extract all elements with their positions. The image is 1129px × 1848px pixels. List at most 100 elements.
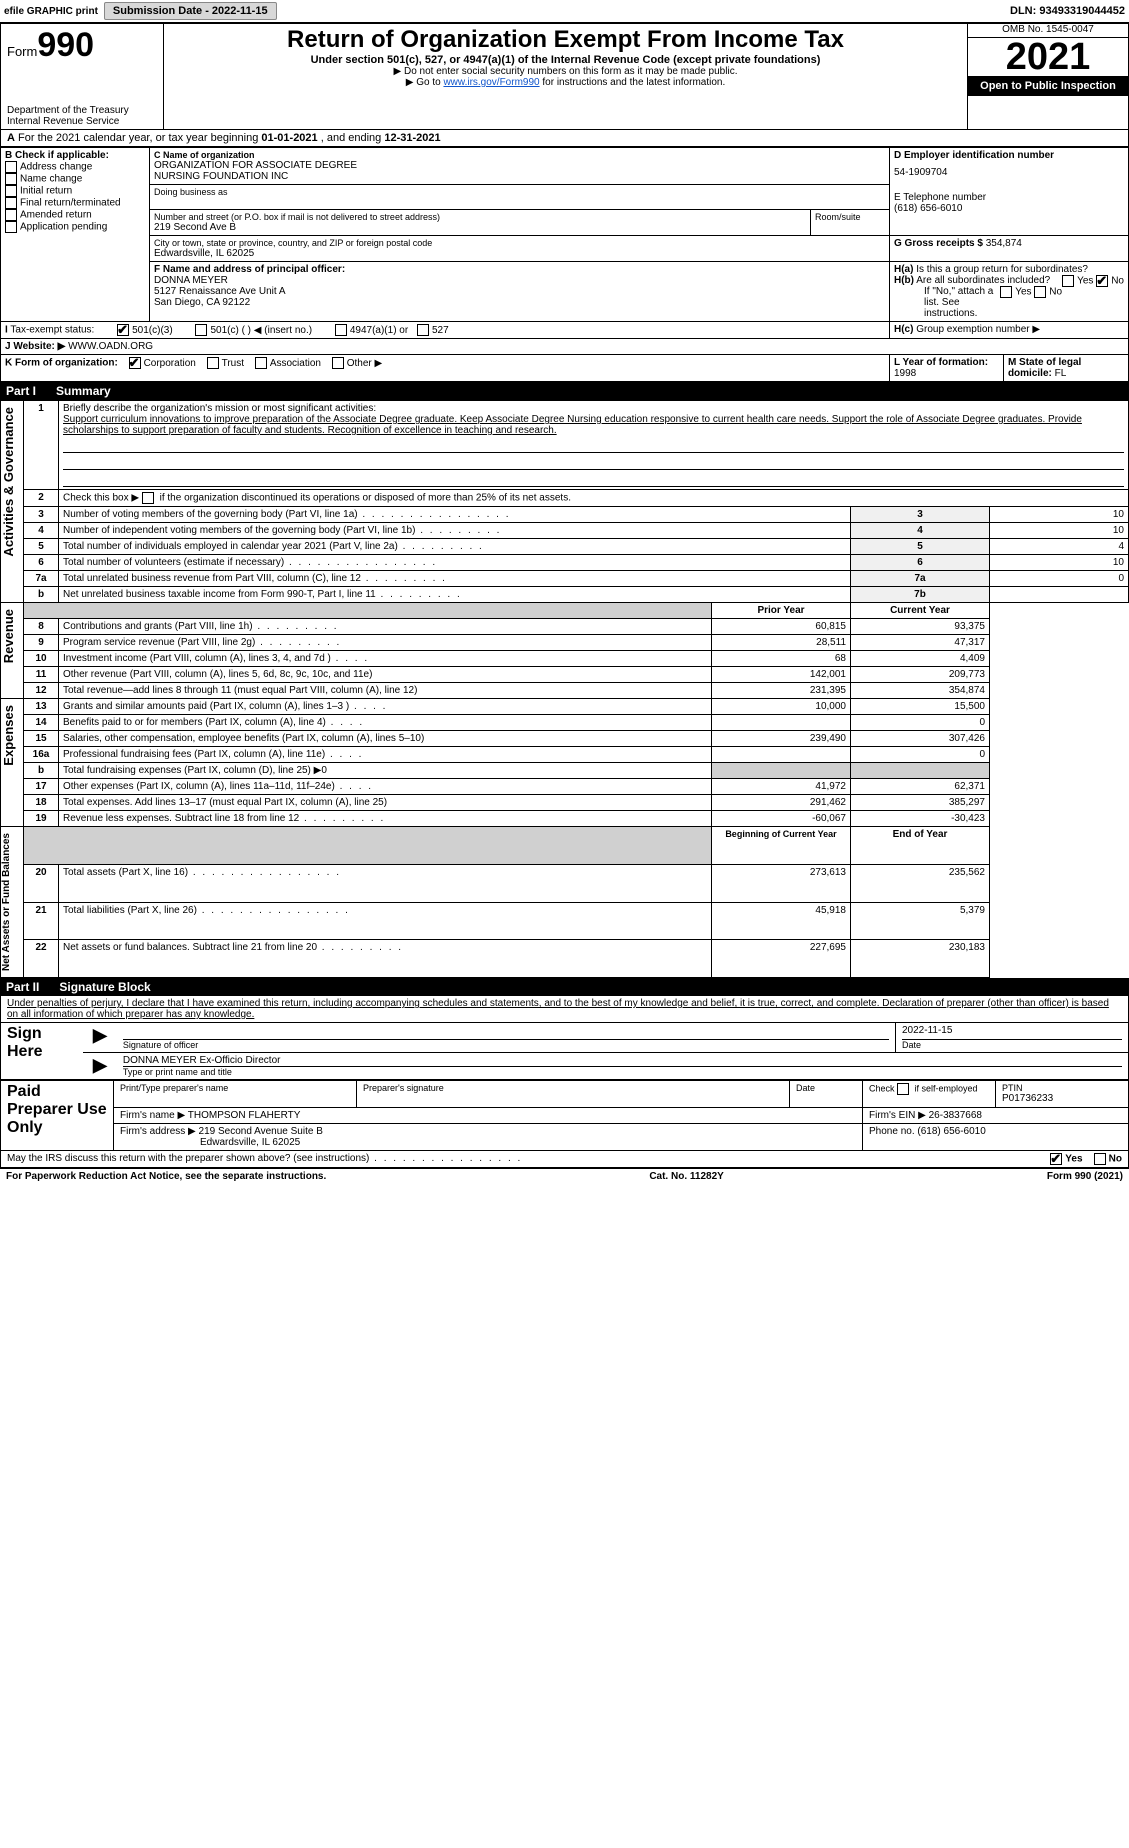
line4-value: 10	[990, 523, 1129, 539]
officer-name: DONNA MEYER	[154, 275, 885, 286]
line6-text: Total number of volunteers (estimate if …	[63, 557, 437, 568]
chk-address-change[interactable]: Address change	[5, 161, 145, 173]
line7b-text: Net unrelated business taxable income fr…	[63, 589, 462, 600]
ptin-label: PTIN	[1002, 1083, 1122, 1093]
e18p: 291,462	[712, 795, 851, 811]
net-assets-label: Net Assets or Fund Balances	[1, 827, 12, 977]
line12-text: Total revenue—add lines 8 through 11 (mu…	[63, 685, 417, 696]
firm-addr-label: Firm's address ▶	[120, 1126, 196, 1137]
r11p: 142,001	[712, 667, 851, 683]
n20b: 273,613	[712, 864, 851, 902]
section-e-label: E Telephone number	[894, 192, 1124, 203]
footer-mid: Cat. No. 11282Y	[649, 1171, 723, 1182]
e15c: 307,426	[851, 731, 990, 747]
section-f-label: F Name and address of principal officer:	[154, 264, 885, 275]
prep-name-label: Print/Type preparer's name	[120, 1083, 350, 1093]
e18c: 385,297	[851, 795, 990, 811]
officer-addr1: 5127 Renaissance Ave Unit A	[154, 286, 885, 297]
form-number: Form990	[7, 26, 157, 65]
firm-ein-label: Firm's EIN ▶	[869, 1110, 926, 1121]
r8c: 93,375	[851, 619, 990, 635]
chk-final-return[interactable]: Final return/terminated	[5, 197, 145, 209]
e13c: 15,500	[851, 699, 990, 715]
chk-501c3[interactable]: 501(c)(3)	[117, 325, 173, 336]
signature-arrow-icon: ▶	[89, 1025, 111, 1046]
perjury-declaration: Under penalties of perjury, I declare th…	[0, 996, 1129, 1022]
e15p: 239,490	[712, 731, 851, 747]
line8-text: Contributions and grants (Part VIII, lin…	[63, 621, 339, 632]
street-label: Number and street (or P.O. box if mail i…	[154, 212, 806, 222]
r8p: 60,815	[712, 619, 851, 635]
line20-text: Total assets (Part X, line 16)	[63, 867, 341, 878]
room-suite-label: Room/suite	[815, 212, 885, 222]
e14c: 0	[851, 715, 990, 731]
section-d-label: D Employer identification number	[894, 150, 1124, 161]
street-value: 219 Second Ave B	[154, 222, 806, 233]
h-c-label: Group exemption number ▶	[916, 324, 1040, 335]
firm-addr1: 219 Second Avenue Suite B	[199, 1126, 323, 1137]
e17c: 62,371	[851, 779, 990, 795]
chk-discontinued[interactable]	[142, 492, 154, 504]
chk-trust[interactable]: Trust	[207, 358, 244, 369]
line11-text: Other revenue (Part VIII, column (A), li…	[63, 669, 372, 680]
chk-amended-return[interactable]: Amended return	[5, 209, 145, 221]
sig-date-label: Date	[902, 1040, 1122, 1050]
year-formation: 1998	[894, 368, 916, 379]
dept-label: Department of the Treasury	[7, 105, 157, 116]
org-name-2: NURSING FOUNDATION INC	[154, 171, 885, 182]
chk-discuss-no[interactable]	[1094, 1153, 1106, 1165]
chk-4947a1[interactable]: 4947(a)(1) or	[335, 325, 408, 336]
website-value: WWW.OADN.ORG	[68, 341, 153, 352]
line3-text: Number of voting members of the governin…	[63, 509, 511, 520]
line7b-value	[990, 587, 1129, 603]
signature-arrow-icon-2: ▶	[89, 1055, 111, 1076]
chk-self-employed[interactable]	[897, 1083, 909, 1095]
firm-phone: (618) 656-6010	[917, 1126, 985, 1137]
n22b: 227,695	[712, 940, 851, 978]
paid-preparer-block: Paid Preparer Use Only Print/Type prepar…	[0, 1080, 1129, 1168]
prep-sig-label: Preparer's signature	[363, 1083, 783, 1093]
firm-name: THOMPSON FLAHERTY	[188, 1110, 301, 1121]
r12c: 354,874	[851, 683, 990, 699]
chk-name-change[interactable]: Name change	[5, 173, 145, 185]
irs-form990-link[interactable]: www.irs.gov/Form990	[443, 77, 539, 88]
chk-association[interactable]: Association	[255, 358, 321, 369]
n20e: 235,562	[851, 864, 990, 902]
line7a-value: 0	[990, 571, 1129, 587]
chk-corporation[interactable]: Corporation	[129, 358, 196, 369]
n22e: 230,183	[851, 940, 990, 978]
form-subtitle: Under section 501(c), 527, or 4947(a)(1)…	[170, 54, 961, 66]
firm-addr2: Edwardsville, IL 62025	[200, 1137, 300, 1148]
signature-block: Sign Here ▶ Signature of officer 2022-11…	[0, 1022, 1129, 1080]
prior-year-hdr: Prior Year	[712, 603, 851, 619]
efile-label: efile GRAPHIC print	[4, 6, 98, 17]
current-year-hdr: Current Year	[851, 603, 990, 619]
chk-initial-return[interactable]: Initial return	[5, 185, 145, 197]
chk-501c[interactable]: 501(c) ( ) ◀ (insert no.)	[195, 325, 312, 336]
r11c: 209,773	[851, 667, 990, 683]
dln-label: DLN: 93493319044452	[1010, 5, 1125, 17]
chk-application-pending[interactable]: Application pending	[5, 221, 145, 233]
r9c: 47,317	[851, 635, 990, 651]
gross-receipts-value: 354,874	[986, 238, 1022, 249]
line16b-text: Total fundraising expenses (Part IX, col…	[63, 765, 327, 776]
firm-phone-label: Phone no.	[869, 1126, 915, 1137]
sig-officer-label: Signature of officer	[123, 1040, 889, 1050]
r10p: 68	[712, 651, 851, 667]
section-a: A For the 2021 calendar year, or tax yea…	[0, 130, 1129, 147]
form-header: Form990 Department of the Treasury Inter…	[0, 23, 1129, 130]
e13p: 10,000	[712, 699, 851, 715]
type-name-label: Type or print name and title	[123, 1067, 1122, 1077]
line6-value: 10	[990, 555, 1129, 571]
chk-other[interactable]: Other ▶	[332, 358, 382, 369]
line1-label: Briefly describe the organization's miss…	[63, 403, 376, 414]
line4-text: Number of independent voting members of …	[63, 525, 501, 536]
chk-discuss-yes[interactable]	[1050, 1153, 1062, 1165]
e19p: -60,067	[712, 811, 851, 827]
officer-addr2: San Diego, CA 92122	[154, 297, 885, 308]
submission-date-button[interactable]: Submission Date - 2022-11-15	[104, 2, 277, 20]
line17-text: Other expenses (Part IX, column (A), lin…	[63, 781, 373, 792]
chk-527[interactable]: 527	[417, 325, 449, 336]
ssn-note: ▶ Do not enter social security numbers o…	[170, 66, 961, 77]
tax-year: 2021	[968, 38, 1128, 76]
